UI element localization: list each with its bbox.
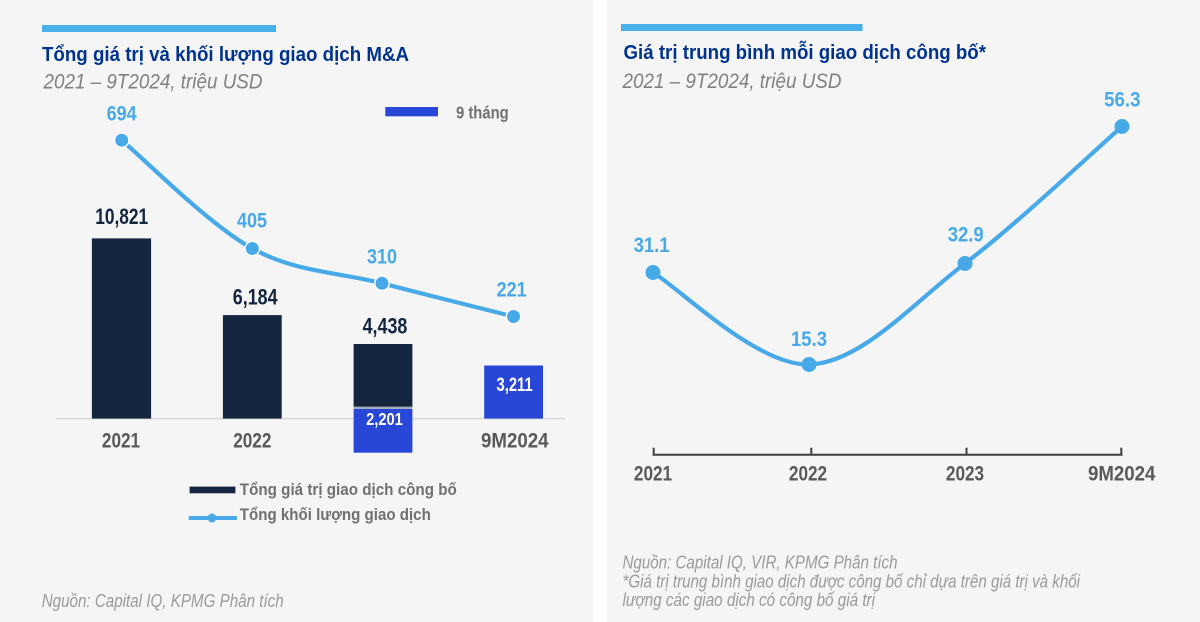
svg-text:Tổng khối lượng giao dịch: Tổng khối lượng giao dịch [240,506,431,524]
svg-text:Nguồn: Capital IQ, VIR, KPMG P: Nguồn: Capital IQ, VIR, KPMG Phân tích [623,552,898,573]
svg-text:310: 310 [367,246,397,269]
svg-text:31.1: 31.1 [634,234,670,257]
svg-text:6,184: 6,184 [233,284,278,309]
svg-text:9 tháng: 9 tháng [456,103,509,123]
svg-text:Giá trị trung bình mỗi giao dị: Giá trị trung bình mỗi giao dịch công bố… [624,40,987,64]
svg-text:56.3: 56.3 [1104,88,1140,111]
svg-text:405: 405 [237,210,267,233]
svg-text:2021 – 9T2024, triệu USD: 2021 – 9T2024, triệu USD [622,70,842,93]
svg-text:lượng các giao dịch có công bố: lượng các giao dịch có công bố giá trị [623,589,876,610]
svg-text:2023: 2023 [946,462,984,486]
svg-text:Tổng giá trị giao dịch công bố: Tổng giá trị giao dịch công bố [240,481,457,499]
svg-text:Nguồn: Capital IQ, KPMG Phân t: Nguồn: Capital IQ, KPMG Phân tích [42,590,284,611]
svg-text:4,438: 4,438 [363,313,408,338]
svg-text:15.3: 15.3 [791,328,827,351]
svg-text:2021: 2021 [102,429,140,453]
svg-text:9M2024: 9M2024 [481,429,549,453]
svg-text:Tổng giá trị và khối lượng gia: Tổng giá trị và khối lượng giao dịch M&A [42,43,409,66]
svg-text:2021 – 9T2024, triệu USD: 2021 – 9T2024, triệu USD [43,71,263,94]
svg-text:3,211: 3,211 [497,375,534,396]
svg-text:221: 221 [497,279,527,302]
svg-text:2022: 2022 [789,462,827,486]
svg-text:2022: 2022 [233,429,271,453]
svg-text:*Giá trị trung bình giao dịch: *Giá trị trung bình giao dịch được công … [623,571,1081,592]
svg-text:32.9: 32.9 [948,224,984,247]
svg-text:2021: 2021 [634,462,672,486]
svg-text:10,821: 10,821 [95,204,148,229]
svg-text:694: 694 [107,102,137,125]
svg-text:9M2024: 9M2024 [1088,462,1156,486]
svg-text:2,201: 2,201 [366,409,403,429]
